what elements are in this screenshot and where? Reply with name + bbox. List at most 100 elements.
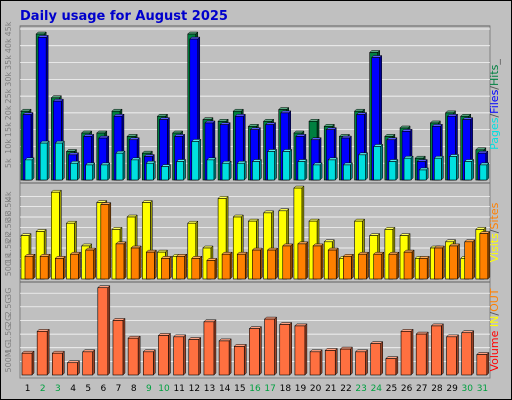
panel-2-bar-sites-day-20-face <box>312 245 322 280</box>
panel-1-bar-pages-day-22-face <box>343 164 351 181</box>
panel-3-bar-volume-day-22-face <box>340 348 351 376</box>
panel-1-bar-pages-day-3-face <box>55 142 63 181</box>
panel-2-bar-sites-day-22-face <box>343 255 352 280</box>
panel-2-bar-sites-day-29 <box>448 243 461 280</box>
panel-3-bar-volume-day-5-side <box>92 349 95 376</box>
panel-1-bar-pages-day-25 <box>388 158 399 181</box>
panel-3-bar-volume-day-14 <box>218 338 232 376</box>
panel-3-bar-volume-day-24 <box>370 341 384 376</box>
panel-1-bar-pages-day-1 <box>24 157 35 181</box>
panel-2-bar-sites-day-29-face <box>449 245 458 280</box>
panel-3-bar-volume-day-21-face <box>324 350 336 376</box>
panel-1-bar-pages-day-23-face <box>358 154 366 181</box>
x-tick-label-day-13: 13 <box>204 384 215 394</box>
panel-1-bar-pages-day-17 <box>266 148 278 181</box>
panel-2-bar-sites-day-11-side <box>184 253 187 280</box>
panel-2-bar-sites-day-5-face <box>85 249 94 280</box>
panel-1-bar-pages-day-20 <box>312 162 323 181</box>
panel-3-bar-volume-day-8-face <box>127 337 139 376</box>
panel-2-bar-sites-day-27 <box>418 255 430 280</box>
panel-1-bar-pages-day-15 <box>236 160 247 181</box>
panel-3-bar-volume-day-29 <box>445 334 460 376</box>
panel-1-bar-pages-day-25-face <box>388 161 397 181</box>
panel-2-bar-sites-day-16-face <box>252 249 261 280</box>
panel-1-legend-part: Files <box>488 89 501 113</box>
panel-3-legend-part: OUT <box>488 288 501 312</box>
panel-2-bar-sites-day-8 <box>130 245 142 280</box>
panel-1-bar-pages-day-20-face <box>312 164 321 181</box>
panel-3-legend-part: / <box>488 312 501 316</box>
x-tick-label-day-26: 26 <box>401 384 413 394</box>
panel-3-ytick-label: 3G <box>4 288 13 299</box>
panel-2-bar-sites-day-26-face <box>403 251 413 280</box>
panel-1-bar-pages-day-30-face <box>464 161 472 181</box>
panel-1-bar-pages-day-7 <box>115 150 126 181</box>
panel-2-ytick-label: 2.5k <box>4 218 13 236</box>
panel-2-ytick-label: 3k <box>4 212 13 222</box>
panel-2-bar-sites-day-10-side <box>169 255 172 280</box>
panel-3-ytick-label: 1.5G <box>4 325 13 344</box>
x-tick-label-day-11: 11 <box>173 384 184 394</box>
panel-1-bar-pages-day-30 <box>464 158 475 181</box>
panel-1-bar-pages-day-11 <box>176 158 187 181</box>
panel-2-ytick-label: 3.5k <box>4 198 13 216</box>
panel-3-bar-volume-day-23 <box>354 349 369 376</box>
panel-3-bar-volume-day-20-face <box>309 351 321 376</box>
panel-1-bar-pages-day-7-side <box>122 150 126 181</box>
panel-1-bar-pages-day-5-face <box>85 164 93 181</box>
panel-2-bar-sites-day-2-face <box>39 255 49 280</box>
panel-3-bar-volume-day-10 <box>157 332 172 376</box>
panel-1-legend-part: Hits <box>488 64 501 86</box>
x-tick-label-day-28: 28 <box>431 384 443 394</box>
x-tick-label-day-6: 6 <box>101 384 107 394</box>
panel-1-bar-pages-day-19-face <box>297 161 306 181</box>
panel-1-bar-pages-day-17-face <box>267 151 275 181</box>
panel-1-bar-pages-day-13-side <box>213 157 217 181</box>
panel-2-bar-sites-day-2 <box>39 253 51 280</box>
panel-1-bar-pages-day-9-side <box>153 160 156 181</box>
panel-3-bar-volume-day-12-face <box>188 339 200 376</box>
panel-1-bar-pages-day-12-side <box>198 138 202 181</box>
x-tick-label-day-20: 20 <box>310 384 322 394</box>
panel-1-bar-pages-day-8 <box>130 157 141 181</box>
panel-1-bar-pages-day-28-face <box>434 157 442 181</box>
x-tick-label-day-21: 21 <box>325 384 336 394</box>
panel-3-bar-volume-day-25 <box>385 356 399 376</box>
panel-1-bar-pages-day-31 <box>479 162 490 181</box>
panel-1-ytick-label: 5k <box>4 158 13 168</box>
panel-2-bar-sites-day-14-face <box>221 253 231 280</box>
x-tick-label-day-3: 3 <box>55 384 61 394</box>
panel-2-bar-sites-day-3 <box>54 255 66 280</box>
panel-2-bar-sites-day-7-face <box>115 243 125 280</box>
x-tick-label-day-14: 14 <box>219 384 231 394</box>
panel-1-bar-pages-day-10 <box>160 163 172 181</box>
panel-3-bar-volume-day-12-side <box>198 336 202 376</box>
panel-3-bar-volume-day-15 <box>233 343 247 376</box>
panel-2-bar-sites-day-10-face <box>161 258 170 280</box>
panel-1-bar-pages-day-31-face <box>479 164 488 181</box>
panel-2-bar-sites-day-14 <box>221 251 233 280</box>
x-tick-label-day-7: 7 <box>116 384 122 394</box>
panel-3-bar-volume-day-22 <box>339 346 353 376</box>
panel-2-bar-sites-day-15 <box>236 251 248 280</box>
panel-2-bar-sites-day-13 <box>206 257 218 280</box>
panel-3-bar-volume-day-17-face <box>264 318 275 376</box>
panel-3-bar-volume-day-4-face <box>67 362 78 376</box>
panel-3-bar-volume-day-9 <box>142 349 156 376</box>
panel-3-bar-volume-day-15-face <box>233 346 245 376</box>
panel-1-legend-part: Pages <box>488 117 501 150</box>
panel-2-ytick-label: 4k <box>4 191 13 201</box>
panel-1-bar-pages-day-6-face <box>100 164 109 181</box>
panel-3-bar-volume-day-14-face <box>218 340 230 376</box>
panel-3-ytick-label: 1G <box>4 342 13 353</box>
panel-3-bar-volume-day-24-face <box>370 343 382 376</box>
panel-2-bar-sites-day-28 <box>433 245 445 280</box>
x-tick-label-day-4: 4 <box>70 384 76 394</box>
panel-3-bar-volume-day-8-side <box>137 335 141 376</box>
panel-3-bar-volume-day-2 <box>36 328 50 376</box>
panel-1-bar-pages-day-16-face <box>252 161 260 181</box>
panel-3-bar-volume-day-10-face <box>158 335 169 376</box>
panel-1-bar-pages-day-16 <box>251 158 263 181</box>
panel-3-bar-volume-day-13 <box>203 319 217 376</box>
panel-2-bar-sites-day-7-side <box>123 241 127 280</box>
